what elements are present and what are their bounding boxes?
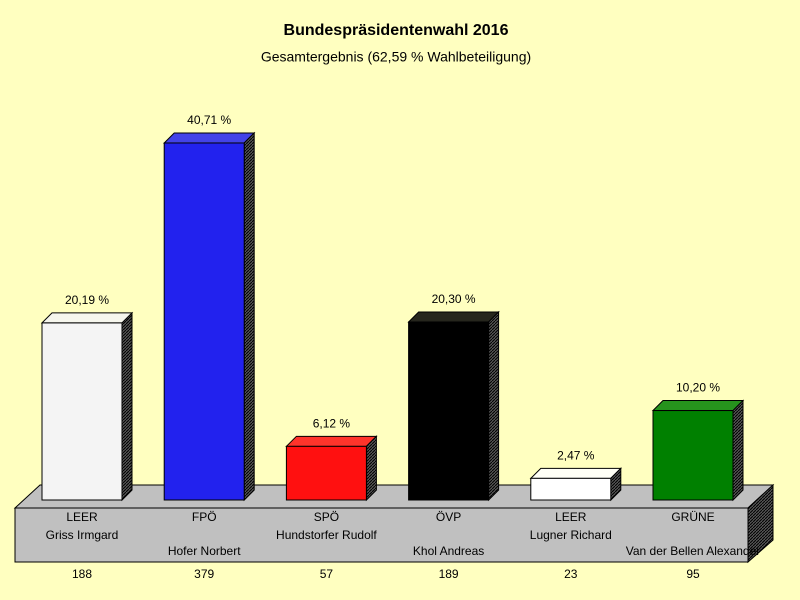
bar-top xyxy=(40,312,134,324)
candidate-label: Hundstorfer Rudolf xyxy=(276,528,377,542)
party-label: LEER xyxy=(66,510,98,524)
bar xyxy=(530,477,612,501)
floor-front xyxy=(14,507,749,563)
bar-side xyxy=(243,131,255,502)
bar-top xyxy=(162,132,256,144)
value-label: 6,12 % xyxy=(313,416,351,430)
count-label: 95 xyxy=(686,567,700,581)
count-label: 57 xyxy=(320,567,334,581)
chart-subtitle: Gesamtergebnis (62,59 % Wahlbeteiligung) xyxy=(261,49,531,65)
bar xyxy=(163,142,245,501)
bar-top xyxy=(407,311,500,323)
bar-top xyxy=(651,400,745,412)
value-label: 2,47 % xyxy=(557,449,595,463)
value-label: 20,19 % xyxy=(65,293,109,307)
party-label: SPÖ xyxy=(314,510,339,524)
candidate-label: Griss Irmgard xyxy=(46,528,119,542)
candidate-label: Hofer Norbert xyxy=(168,544,241,558)
value-label: 20,30 % xyxy=(432,292,476,306)
candidate-label: Lugner Richard xyxy=(530,528,612,542)
bar-side xyxy=(365,435,377,502)
bar-top xyxy=(285,435,378,447)
bar xyxy=(408,321,490,501)
chart-title: Bundespräsidentenwahl 2016 xyxy=(284,22,509,39)
bar-top xyxy=(529,467,623,479)
party-label: GRÜNE xyxy=(671,510,714,524)
party-label: LEER xyxy=(555,510,587,524)
value-label: 10,20 % xyxy=(676,381,720,395)
bar xyxy=(41,322,123,501)
bar-side xyxy=(488,310,500,502)
bar-side xyxy=(732,399,744,502)
party-label: FPÖ xyxy=(192,510,217,524)
bar xyxy=(285,445,367,501)
bar-side xyxy=(121,311,133,502)
count-label: 188 xyxy=(72,567,92,581)
floor-side xyxy=(747,483,774,564)
candidate-label: Khol Andreas xyxy=(413,544,484,558)
value-label: 40,71 % xyxy=(187,113,231,127)
count-label: 189 xyxy=(439,567,459,581)
party-label: ÖVP xyxy=(436,510,461,524)
candidate-label: Van der Bellen Alexander xyxy=(626,544,761,558)
count-label: 379 xyxy=(194,567,214,581)
count-label: 23 xyxy=(564,567,578,581)
bar xyxy=(652,410,734,501)
